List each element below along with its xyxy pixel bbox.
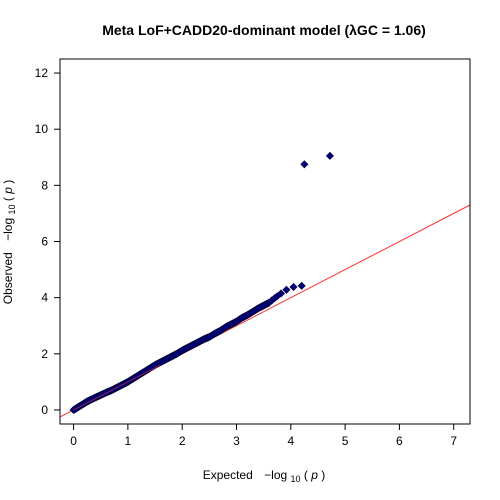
qq-point-37 (254, 304, 263, 313)
reference-line-overlay (73, 364, 161, 411)
qq-point-48 (325, 151, 334, 160)
y-tick-label-5: 10 (35, 122, 49, 136)
chart-title: Meta LoF+CADD20-dominant model (λGC = 1.… (102, 22, 426, 38)
qq-point-23 (178, 346, 187, 355)
y-tick-label-3: 6 (41, 235, 48, 249)
y-axis-label-arg: p (1, 187, 15, 195)
qq-point-9 (102, 388, 111, 397)
y-axis-label: Observed −log 10 ( p ) (1, 180, 18, 304)
qq-point-19 (156, 358, 165, 367)
y-tick-label-1: 2 (41, 347, 48, 361)
qq-point-21 (167, 352, 176, 361)
qq-point-46 (297, 281, 306, 290)
qq-point-6 (85, 396, 94, 405)
qq-point-26 (194, 337, 203, 347)
x-axis-label-func: −log (264, 468, 287, 482)
points-layer (69, 151, 334, 414)
x-axis-label-open: ( (304, 468, 308, 482)
qq-point-15 (134, 371, 143, 380)
plot-frame (59, 58, 471, 425)
qq-point-7 (91, 393, 100, 402)
qq-point-31 (221, 323, 230, 332)
y-axis-label-open: ( (1, 197, 15, 201)
qq-point-22 (172, 349, 181, 358)
qq-point-44 (282, 285, 291, 294)
y-axis-label-prefix: Observed (1, 252, 15, 304)
qq-point-20 (161, 355, 170, 364)
y-axis-label-sub: 10 (7, 204, 17, 214)
qq-point-18 (151, 361, 160, 370)
y-axis-label-close: ) (1, 180, 15, 184)
qq-point-28 (205, 332, 214, 341)
x-tick-label-7: 7 (450, 434, 457, 448)
x-axis-label-prefix: Expected (203, 468, 253, 482)
qq-point-43 (276, 289, 286, 298)
qq-point-38 (259, 301, 268, 310)
y-tick-label-4: 8 (41, 178, 48, 192)
x-tick-label-2: 2 (179, 434, 186, 448)
x-axis-label: Expected −log 10 ( p ) (203, 468, 326, 485)
qq-point-25 (189, 340, 198, 349)
x-axis-label-arg: p (310, 468, 318, 482)
y-tick-label-0: 0 (41, 403, 48, 417)
qq-point-16 (140, 367, 149, 376)
qq-point-30 (216, 326, 225, 335)
y-tick-label-6: 12 (35, 66, 49, 80)
x-tick-label-5: 5 (342, 434, 349, 448)
x-axis-label-close: ) (321, 468, 325, 482)
qq-point-33 (232, 317, 241, 326)
x-tick-label-6: 6 (396, 434, 403, 448)
qq-point-24 (183, 343, 192, 352)
qq-point-32 (227, 320, 236, 329)
qq-point-34 (237, 313, 246, 322)
qq-point-17 (145, 364, 154, 373)
qq-point-35 (243, 311, 252, 320)
qq-point-45 (289, 282, 298, 292)
qq-point-29 (210, 329, 219, 338)
qq-point-47 (300, 160, 309, 169)
x-tick-label-0: 0 (70, 434, 77, 448)
qq-point-27 (199, 335, 208, 344)
x-tick-label-4: 4 (287, 434, 294, 448)
y-tick-label-2: 4 (41, 291, 48, 305)
x-tick-label-1: 1 (125, 434, 132, 448)
x-axis-label-sub: 10 (291, 474, 301, 484)
qq-point-36 (248, 307, 257, 316)
y-axis-label-func: −log (1, 218, 15, 241)
x-tick-label-3: 3 (233, 434, 240, 448)
